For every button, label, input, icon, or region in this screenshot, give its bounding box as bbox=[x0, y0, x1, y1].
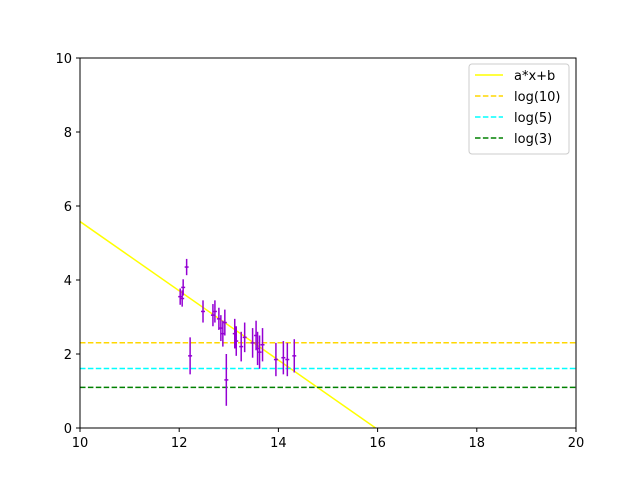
x-tick-label: 16 bbox=[369, 436, 386, 451]
data-point bbox=[273, 342, 278, 377]
y-tick-label: 0 bbox=[64, 422, 72, 437]
legend-label: log(5) bbox=[514, 111, 552, 126]
data-point bbox=[292, 339, 297, 373]
x-tick-label: 10 bbox=[72, 436, 89, 451]
legend: a*x+b log(10) log(5) log(3) bbox=[468, 63, 570, 155]
legend-label: log(10) bbox=[514, 90, 561, 105]
legend-label: a*x+b bbox=[514, 69, 555, 84]
data-point bbox=[281, 341, 286, 375]
data-point bbox=[257, 335, 262, 369]
data-point bbox=[188, 337, 193, 375]
data-point bbox=[285, 342, 290, 377]
data-point bbox=[260, 328, 265, 362]
x-tick-label: 20 bbox=[568, 436, 585, 451]
legend-label: log(3) bbox=[514, 132, 552, 147]
data-point bbox=[184, 258, 189, 276]
plot-frame bbox=[79, 57, 577, 429]
y-tick-label: 4 bbox=[64, 274, 72, 289]
x-tick-label: 12 bbox=[171, 436, 188, 451]
x-tick-label: 14 bbox=[270, 436, 287, 451]
y-tick-label: 10 bbox=[55, 52, 72, 67]
axes-layer: 10 12 14 16 18 20 0 2 4 6 8 10 bbox=[55, 52, 584, 451]
data-point bbox=[181, 279, 186, 296]
data-point bbox=[222, 309, 227, 336]
y-tick-label: 2 bbox=[64, 348, 72, 363]
data-point bbox=[242, 322, 247, 353]
y-tick-label: 8 bbox=[64, 126, 72, 141]
data-point bbox=[234, 326, 239, 356]
data-point bbox=[250, 328, 255, 358]
legend-box bbox=[468, 63, 570, 155]
series-line-0 bbox=[80, 220, 377, 428]
x-tick-label: 18 bbox=[469, 436, 486, 451]
data-point bbox=[201, 300, 205, 323]
y-tick-label: 6 bbox=[64, 200, 72, 215]
data-point bbox=[212, 300, 217, 323]
data-point bbox=[239, 331, 244, 362]
data-point bbox=[180, 290, 185, 307]
plot-data-layer bbox=[80, 220, 576, 428]
data-point bbox=[224, 354, 229, 406]
